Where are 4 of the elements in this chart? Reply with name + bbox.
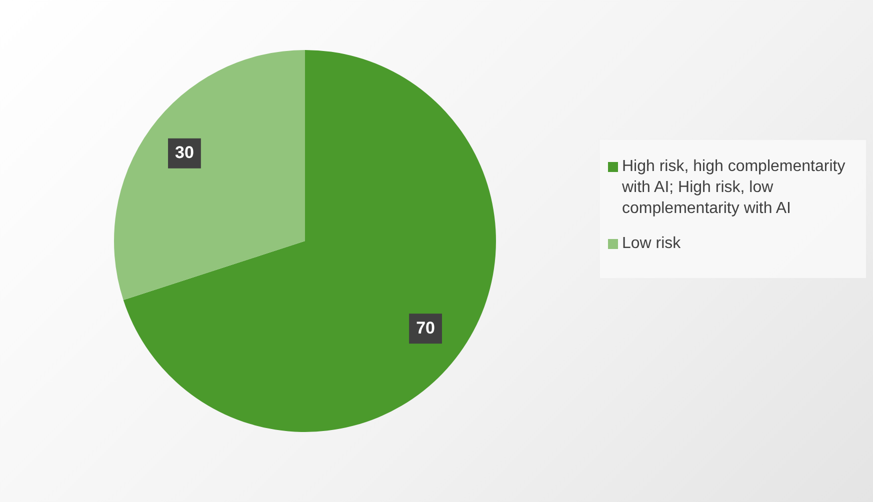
data-label: 70	[416, 318, 435, 338]
legend-label: Low risk	[622, 234, 681, 254]
data-label: 30	[175, 143, 194, 162]
legend-label: High risk, high complementarity with AI; High risk, low complementarity with AI	[622, 157, 846, 219]
